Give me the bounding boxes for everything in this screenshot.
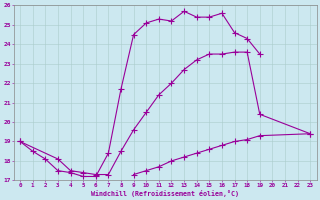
X-axis label: Windchill (Refroidissement éolien,°C): Windchill (Refroidissement éolien,°C) — [91, 190, 239, 197]
